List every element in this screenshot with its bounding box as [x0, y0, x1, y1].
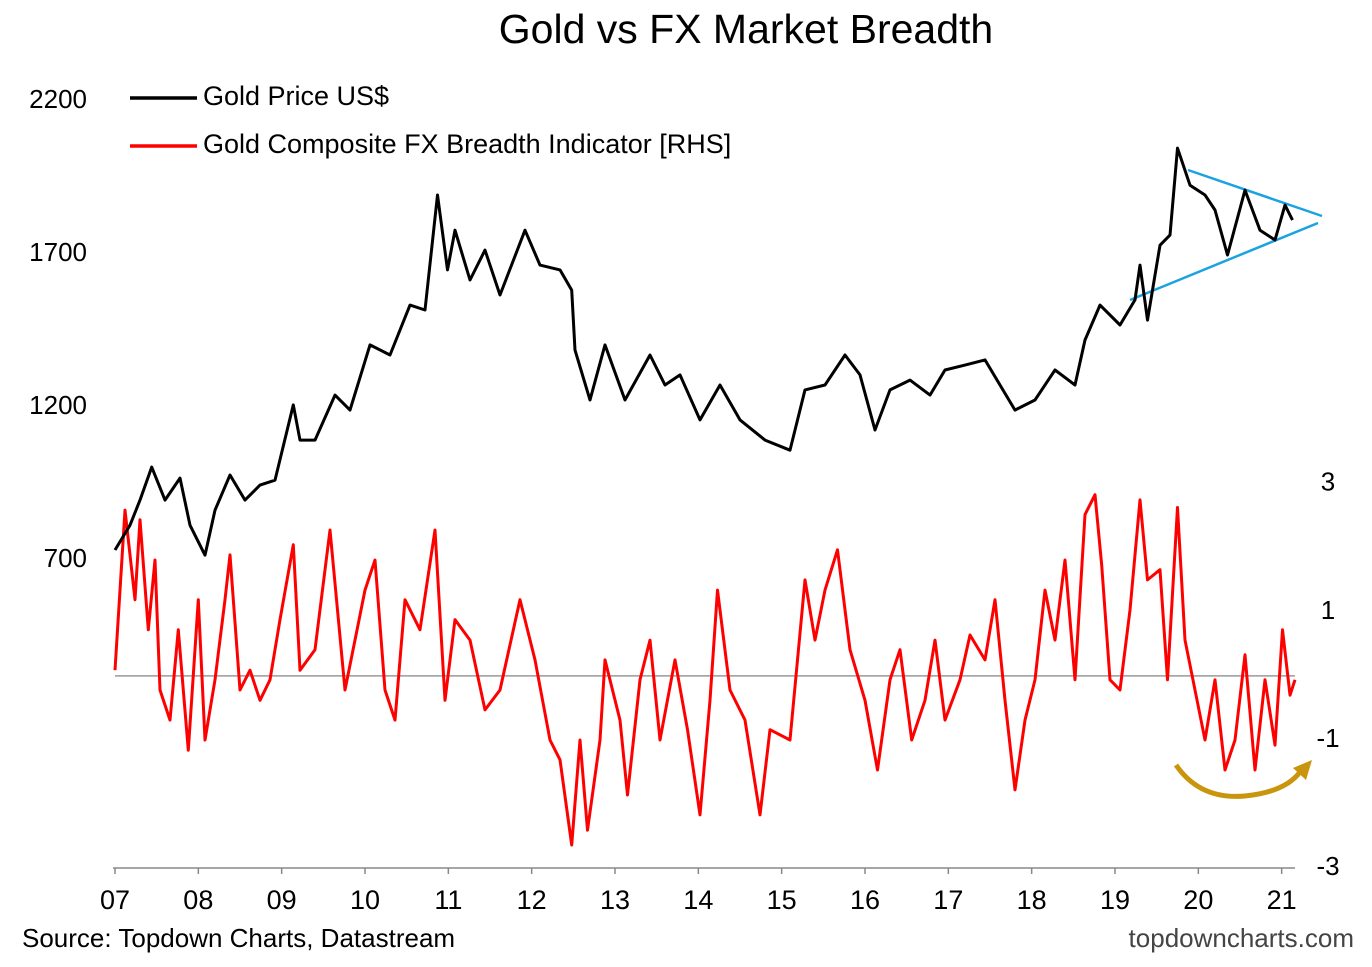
- x-tick-label: 19: [1100, 885, 1130, 915]
- y-tick-label: 2200: [29, 84, 87, 114]
- x-tick-label: 09: [267, 885, 297, 915]
- series-line: [113, 493, 1297, 847]
- x-tick-label: 15: [767, 885, 797, 915]
- x-tick-label: 18: [1017, 885, 1047, 915]
- x-tick-label: 16: [850, 885, 880, 915]
- x-tick-label: 12: [517, 885, 547, 915]
- annotation-arrowhead: [1293, 760, 1312, 780]
- watermark: topdowncharts.com: [1129, 923, 1354, 953]
- y-tick-label: 1200: [29, 390, 87, 420]
- y-tick-label: 1700: [29, 237, 87, 267]
- chart-title: Gold vs FX Market Breadth: [499, 6, 993, 52]
- y2-tick-label: -1: [1316, 723, 1339, 753]
- legend-label: Gold Composite FX Breadth Indicator [RHS…: [203, 129, 731, 159]
- y-tick-label: 700: [44, 543, 87, 573]
- x-tick-label: 10: [350, 885, 380, 915]
- x-tick-label: 14: [683, 885, 713, 915]
- triangle-line: [1129, 221, 1319, 302]
- legend-label: Gold Price US$: [203, 81, 389, 111]
- x-tick-label: 08: [183, 885, 213, 915]
- x-tick-label: 07: [100, 885, 130, 915]
- y2-tick-label: 1: [1321, 595, 1335, 625]
- x-tick-label: 17: [933, 885, 963, 915]
- triangle-line: [1187, 168, 1323, 218]
- source: Source: Topdown Charts, Datastream: [22, 923, 455, 953]
- x-tick-label: 21: [1267, 885, 1297, 915]
- y2-tick-label: -3: [1316, 851, 1339, 881]
- annotation-arrow: [1173, 763, 1302, 799]
- x-tick-label: 13: [600, 885, 630, 915]
- y2-tick-label: 3: [1321, 467, 1335, 497]
- x-tick-label: 11: [434, 885, 462, 915]
- x-tick-label: 20: [1183, 885, 1213, 915]
- series-line: [113, 146, 1294, 557]
